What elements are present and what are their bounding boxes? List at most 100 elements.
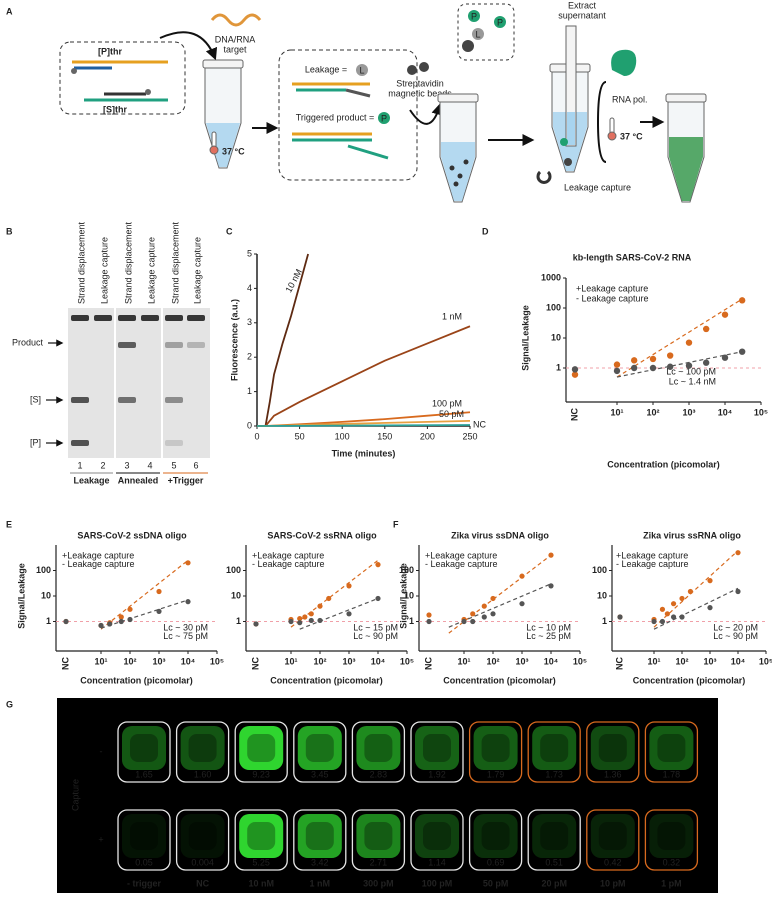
- x-tick-label: 10⁵: [759, 656, 772, 666]
- tube-cap: [202, 59, 244, 69]
- bubble-symbol: P: [497, 17, 503, 27]
- y-tick-label: 2: [247, 352, 252, 362]
- well-value: 1.14: [428, 857, 446, 867]
- strand-label: [S]thr: [103, 104, 127, 114]
- trend-line: [616, 298, 743, 378]
- nc-point: [571, 371, 579, 378]
- x-tick-label: 10¹: [94, 656, 107, 666]
- well-frame: [586, 721, 640, 783]
- data-point: [721, 354, 729, 361]
- data-point: [519, 573, 525, 579]
- gel-well: [141, 315, 159, 321]
- brace: [596, 81, 607, 163]
- y-tick-label: 1: [46, 616, 51, 626]
- enzyme-label: RNA pol.: [612, 94, 648, 104]
- leakage-label: Leakage =: [305, 64, 347, 74]
- trend-line: [290, 559, 379, 628]
- panel-letter: G: [6, 699, 13, 709]
- data-point: [666, 352, 674, 359]
- extract-label: supernatant: [558, 10, 606, 20]
- annotation: Lc ~ 20 pM: [713, 622, 758, 632]
- gel-well: [118, 315, 136, 321]
- group-label: Annealed: [118, 475, 159, 485]
- data-point: [156, 608, 162, 614]
- well-value: 2.71: [370, 857, 388, 867]
- column-label: NC: [196, 878, 209, 888]
- data-point: [630, 364, 638, 372]
- data-point: [127, 606, 133, 612]
- y-tick-label: 100: [546, 302, 561, 312]
- bubble-icon: [472, 28, 484, 40]
- chart-title: SARS-CoV-2 ssDNA oligo: [77, 530, 187, 540]
- data-point: [735, 550, 741, 556]
- product-icon: [560, 138, 568, 146]
- data-point: [107, 621, 113, 627]
- bead: [453, 181, 459, 187]
- x-tick-label: 10⁵: [573, 656, 587, 666]
- data-point: [297, 615, 303, 622]
- legend-entry: - Leakage capture: [252, 559, 325, 569]
- column-label: 300 pM: [363, 878, 394, 888]
- well-core: [305, 734, 334, 762]
- nc-point: [426, 618, 432, 625]
- y-tick-label: 10: [404, 590, 414, 600]
- lane-number: 2: [100, 460, 105, 470]
- x-tick-label: NC: [614, 657, 624, 670]
- well-frame: [586, 809, 640, 871]
- row-label: -: [100, 746, 103, 756]
- nc-point: [253, 621, 259, 627]
- group-label: +Trigger: [168, 475, 204, 485]
- column-label: 1 nM: [310, 878, 331, 888]
- data-point: [613, 361, 621, 368]
- well-glow: [180, 814, 225, 858]
- well-core: [247, 822, 276, 850]
- x-tick-label: 10⁵: [754, 407, 768, 417]
- well-glow: [415, 814, 459, 858]
- x-tick-label: 10⁵: [210, 656, 224, 666]
- temperature: 37 °C: [222, 146, 245, 156]
- well-frame: [117, 809, 171, 871]
- x-tick-label: 10²: [313, 656, 326, 666]
- annotation: Lc ~ 15 pM: [353, 622, 398, 632]
- x-tick-label: 10¹: [284, 656, 297, 666]
- target-label: target: [223, 44, 247, 54]
- well-value: 2.83: [370, 769, 388, 779]
- annotation: Lc ~ 75 pM: [163, 631, 208, 641]
- well-glow: [122, 814, 166, 858]
- well-core: [188, 734, 217, 762]
- data-point: [707, 578, 713, 584]
- beads-label: magnetic beads: [388, 88, 452, 98]
- data-point: [481, 603, 487, 609]
- data-point: [738, 297, 746, 304]
- x-tick-label: NC: [569, 408, 579, 421]
- dashed-box: [59, 41, 186, 115]
- data-point: [490, 611, 496, 617]
- bead-dot: [71, 68, 77, 74]
- legend-entry: +Leakage capture: [62, 550, 134, 560]
- column-label: 100 pM: [422, 878, 453, 888]
- panel-letter: B: [6, 226, 13, 236]
- data-point: [490, 595, 496, 602]
- column-label: 50 pM: [483, 878, 509, 888]
- x-tick-label: 10⁴: [371, 656, 385, 666]
- data-point: [738, 348, 746, 355]
- well-value: 0.69: [487, 857, 505, 867]
- data-point: [375, 562, 381, 568]
- bead: [462, 40, 474, 52]
- target-rna: [210, 13, 262, 27]
- lane-number: 3: [124, 460, 129, 470]
- gel-well: [94, 315, 112, 321]
- tube-cap: [437, 93, 479, 103]
- well-frame: [410, 721, 464, 783]
- data-point: [687, 588, 694, 595]
- lane-number: 6: [193, 460, 198, 470]
- data-point: [98, 622, 104, 629]
- well-core: [481, 734, 510, 762]
- data-point: [297, 620, 303, 626]
- well-value: 1.92: [428, 769, 446, 779]
- x-tick-label: 0: [254, 431, 259, 441]
- tube-liquid: [669, 137, 703, 201]
- well-core: [540, 734, 569, 762]
- well-core: [130, 734, 158, 762]
